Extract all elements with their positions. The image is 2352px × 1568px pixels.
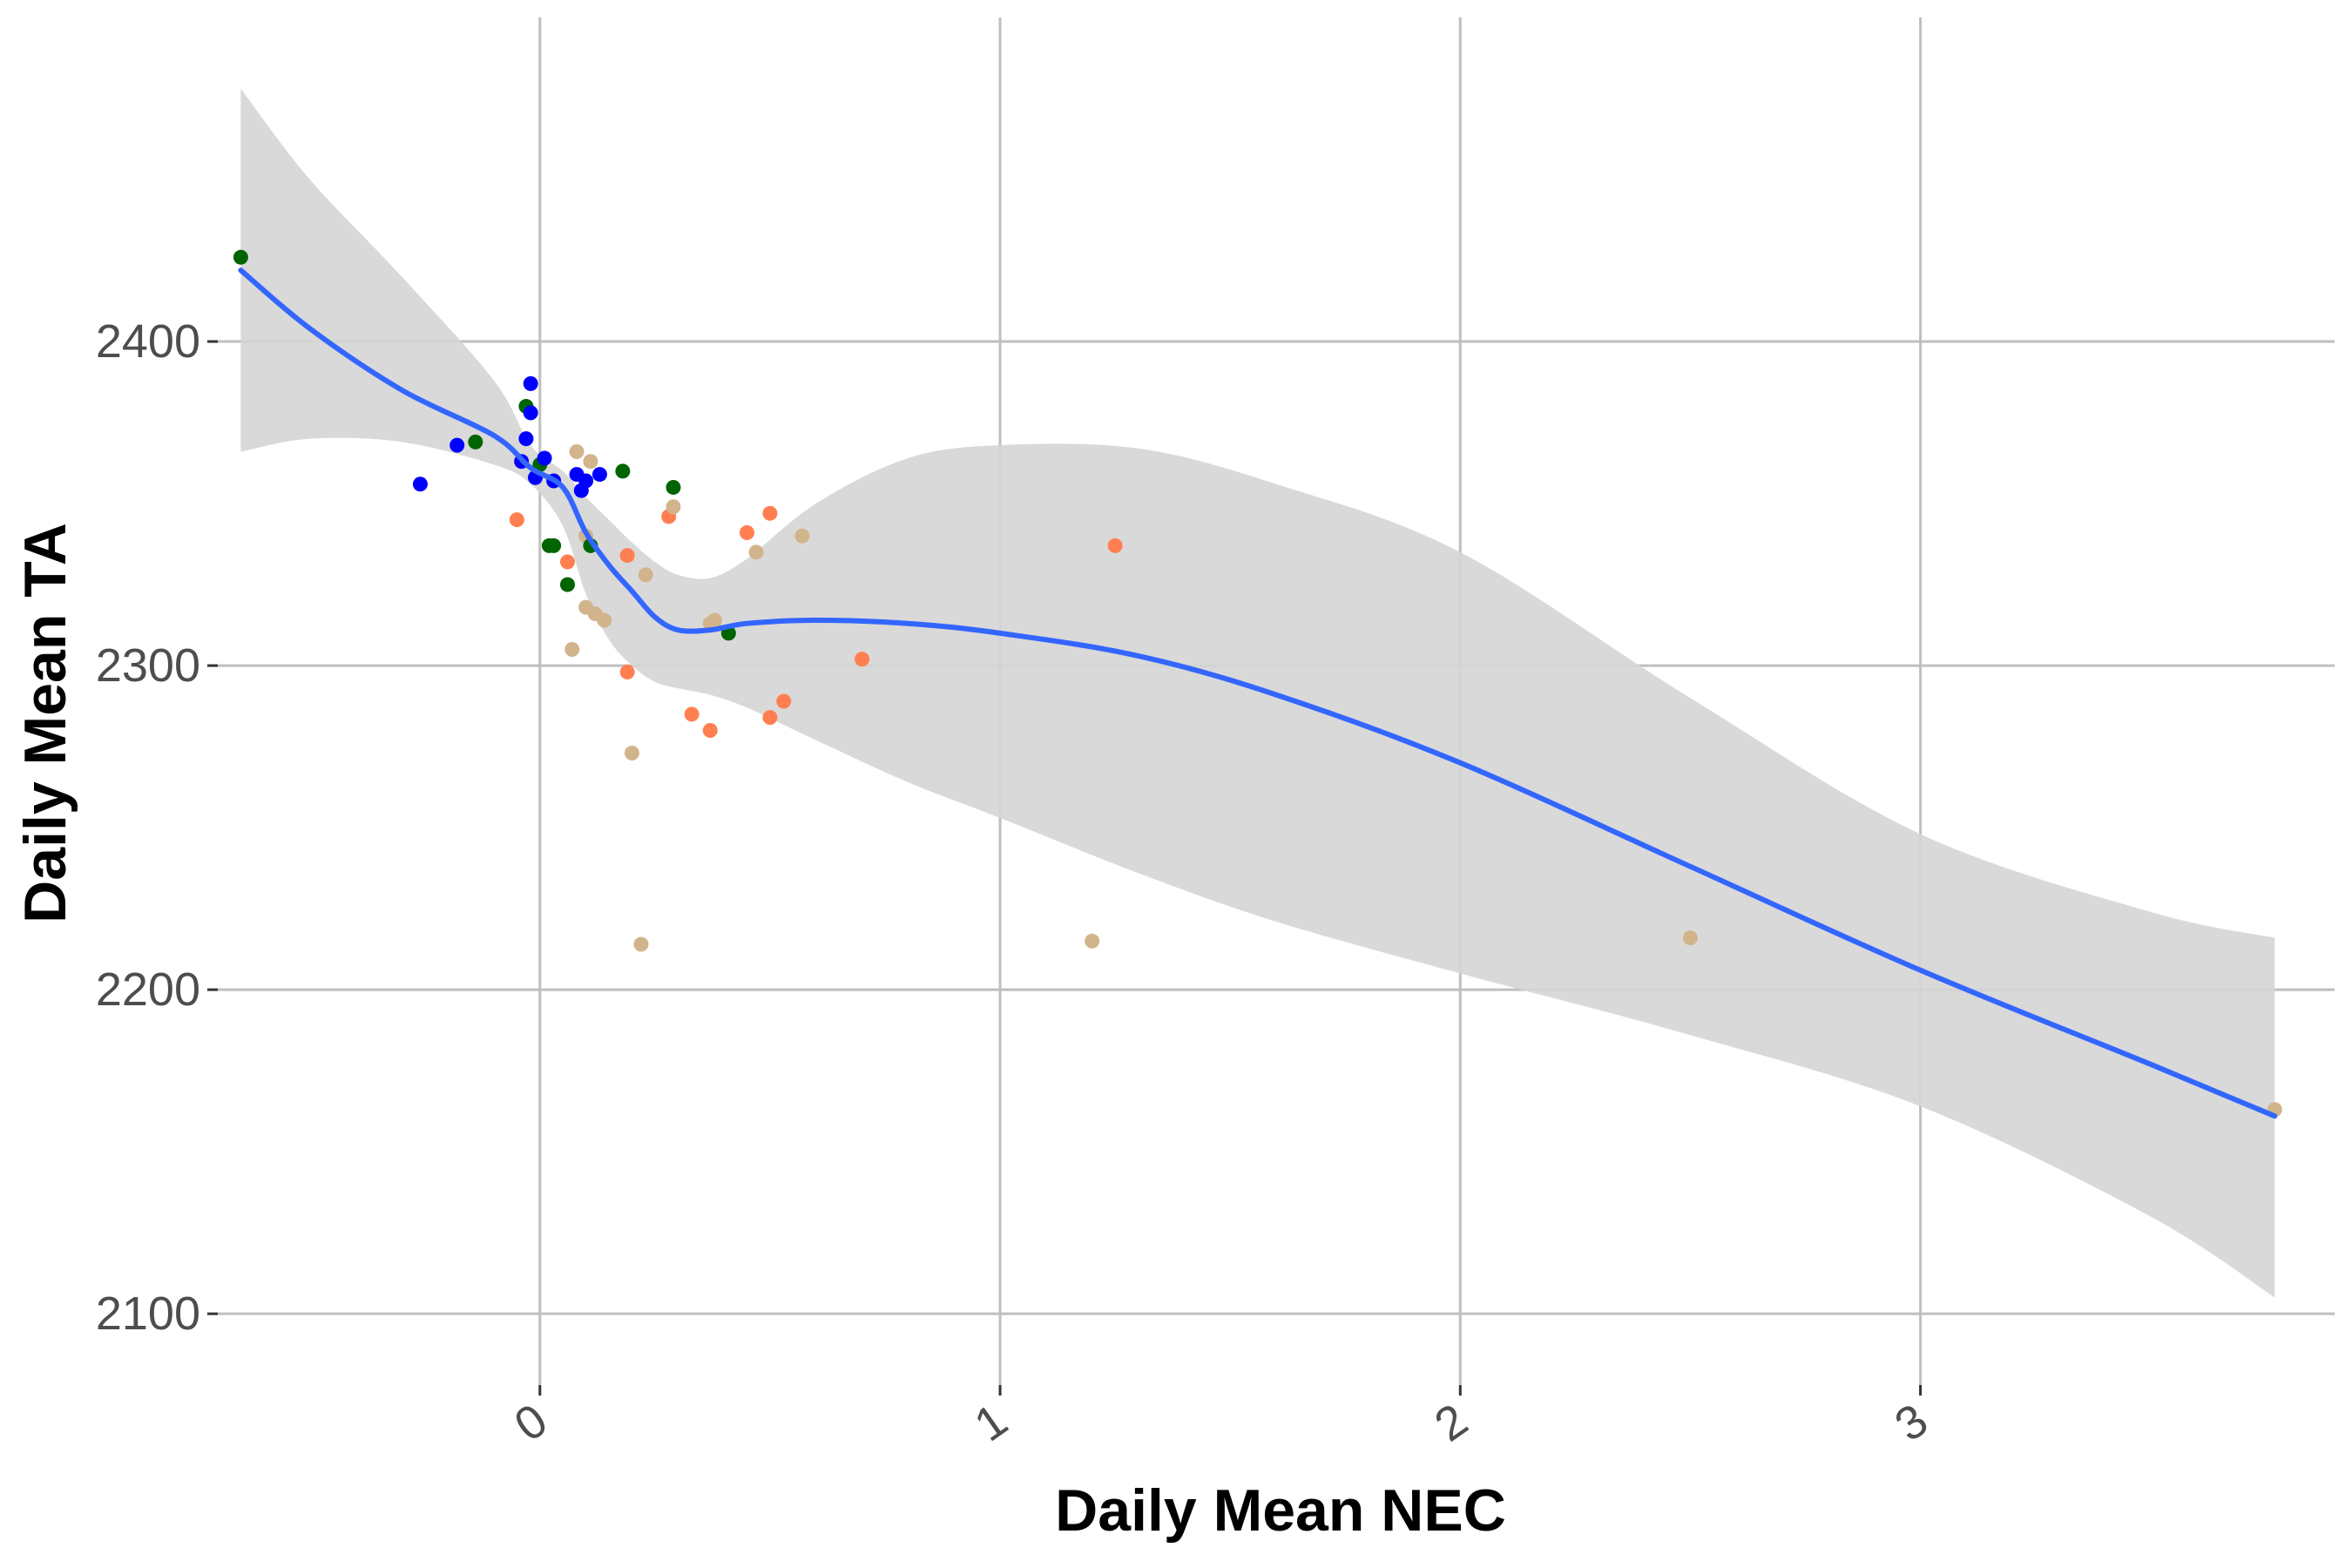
data-point-39: [684, 706, 700, 722]
data-point-29: [597, 612, 612, 628]
data-point-22: [578, 473, 594, 489]
data-point-0: [233, 249, 248, 265]
data-point-28: [591, 467, 607, 483]
data-point-31: [619, 548, 635, 564]
data-point-46: [762, 710, 778, 726]
data-point-33: [624, 746, 639, 761]
data-point-50: [855, 652, 870, 667]
data-point-1: [412, 476, 428, 492]
x-tick-label-2: 2: [1425, 1394, 1477, 1451]
data-point-25: [583, 454, 598, 470]
data-point-3: [468, 434, 483, 449]
data-point-47: [762, 505, 778, 521]
data-point-42: [707, 612, 723, 628]
data-point-6: [523, 375, 538, 391]
smooth-line-group: [238, 267, 2278, 1119]
data-point-41: [702, 722, 718, 738]
data-point-48: [776, 693, 792, 709]
data-point-4: [509, 512, 524, 528]
confidence-band: [240, 88, 2275, 1298]
data-point-52: [1107, 537, 1123, 553]
data-point-19: [569, 444, 585, 460]
y-axis-ticks: 2100 2200 2300 2400: [96, 315, 218, 1340]
x-axis-title: Daily Mean NEC: [1055, 1477, 1506, 1544]
data-point-44: [740, 525, 754, 541]
y-tick-label-2400: 2400: [96, 315, 200, 368]
data-point-2: [449, 437, 465, 453]
x-tick-label-3: 3: [1886, 1394, 1937, 1451]
data-point-45: [748, 544, 764, 560]
data-point-51: [1085, 933, 1100, 949]
data-point-53: [1682, 930, 1698, 946]
data-points: [233, 249, 2282, 1118]
data-point-7: [523, 405, 538, 421]
x-tick-label-0: 0: [505, 1394, 557, 1451]
data-point-8: [518, 431, 534, 447]
y-tick-label-2200: 2200: [96, 963, 200, 1016]
confidence-band-group: [240, 88, 2275, 1298]
y-axis-title: Daily Mean TA: [12, 523, 78, 923]
data-point-34: [633, 936, 649, 952]
y-tick-label-2100: 2100: [96, 1288, 200, 1340]
x-axis-ticks: 0 1 2 3: [505, 1385, 1937, 1451]
data-point-30: [615, 463, 631, 479]
x-tick-label-1: 1: [965, 1394, 1017, 1451]
data-point-17: [559, 577, 575, 592]
data-point-18: [564, 641, 580, 657]
data-point-32: [619, 665, 635, 680]
data-point-37: [666, 499, 681, 515]
data-point-15: [546, 537, 562, 553]
data-point-49: [794, 528, 810, 544]
smooth-line: [238, 267, 2278, 1119]
data-point-16: [559, 554, 575, 570]
y-tick-label-2300: 2300: [96, 639, 200, 692]
data-point-35: [638, 567, 653, 583]
data-point-38: [666, 479, 681, 495]
data-point-12: [537, 450, 552, 466]
